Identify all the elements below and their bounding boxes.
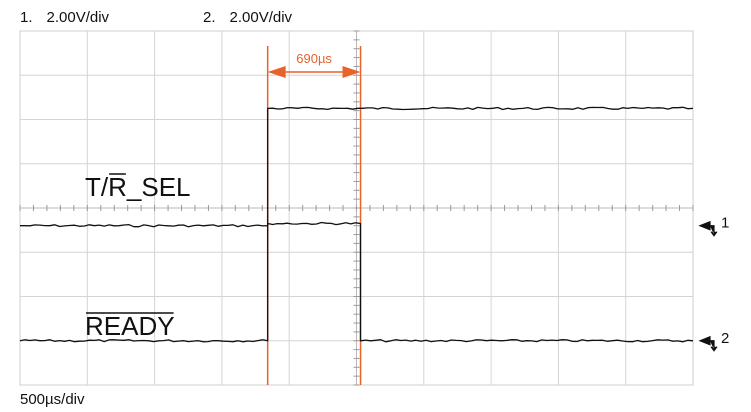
signal-label-t-r-sel-main: T/ bbox=[85, 172, 109, 202]
signal-label-t-r-sel: T/R_SEL bbox=[85, 172, 191, 202]
signal-label-ready-text: READY bbox=[85, 311, 175, 341]
ground-arrow-icon bbox=[698, 220, 718, 237]
channel-2-scale-label: 2. 2.00V/div bbox=[203, 9, 293, 26]
channel-1-id: 1 bbox=[20, 9, 28, 26]
ground-arrow-icon bbox=[698, 335, 718, 352]
signal-traces bbox=[19, 106, 694, 343]
channel-2-ground-marker: 2 bbox=[698, 330, 729, 352]
channel-2-id: 2 bbox=[203, 9, 211, 26]
cursor-arrowhead-left bbox=[267, 66, 286, 78]
trace-t-r-sel bbox=[20, 106, 694, 228]
channel-1-scale: 2.00V/div bbox=[47, 9, 110, 26]
channel-2-marker-label: 2 bbox=[721, 330, 729, 347]
channel-2-scale: 2.00V/div bbox=[230, 9, 293, 26]
signal-label-ready: READY bbox=[85, 311, 175, 341]
signal-label-t-r-sel-tail: _SEL bbox=[126, 172, 191, 202]
svg-text:T/R_SEL: T/R_SEL bbox=[85, 172, 191, 202]
timebase-label: 500µs/div bbox=[20, 391, 85, 408]
channel-1-ground-marker: 1 bbox=[698, 215, 729, 237]
trace-ready bbox=[19, 221, 694, 343]
cursor-delta-label: 690µs bbox=[296, 51, 332, 66]
cursor-arrowhead-right bbox=[342, 66, 361, 78]
channel-1-marker-label: 1 bbox=[721, 215, 729, 232]
time-cursors: 690µs bbox=[266, 46, 362, 385]
channel-1-scale-label: 1. 2.00V/div bbox=[20, 9, 110, 26]
signal-label-t-r-sel-overbar: R bbox=[108, 172, 127, 202]
